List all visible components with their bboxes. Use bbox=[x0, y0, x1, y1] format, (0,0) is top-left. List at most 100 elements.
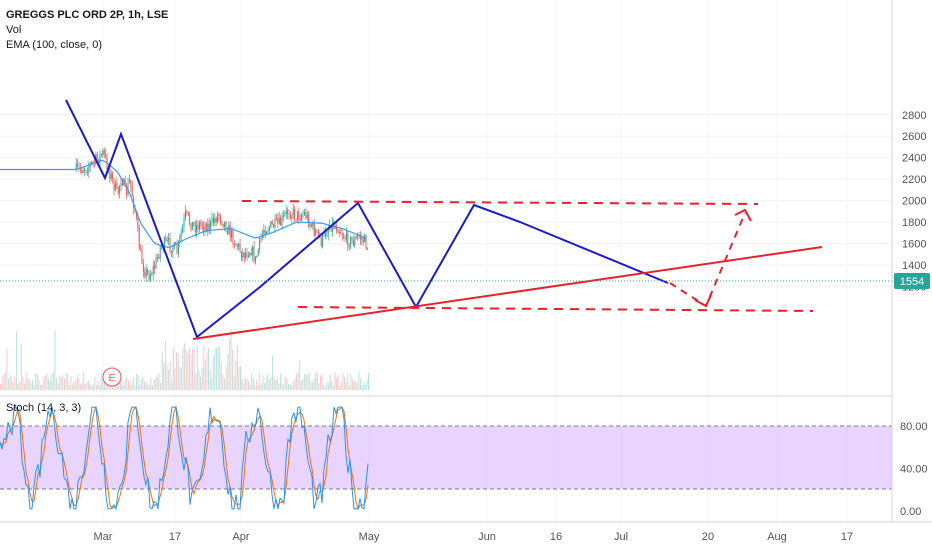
candle-body bbox=[280, 217, 282, 226]
volume-bar bbox=[230, 328, 232, 390]
volume-bar bbox=[329, 374, 331, 390]
volume-bar bbox=[123, 384, 125, 390]
time-axis[interactable]: Mar 17 Apr May Jun 16 Jul 20 Aug 17 bbox=[94, 531, 854, 543]
candle-body bbox=[198, 222, 200, 230]
candle-body bbox=[338, 232, 340, 234]
candle-body bbox=[168, 237, 170, 241]
volume-bar bbox=[350, 374, 352, 390]
candle-body bbox=[186, 210, 188, 213]
candle-body bbox=[151, 274, 153, 276]
volume-bar bbox=[36, 374, 38, 390]
volume-bar bbox=[67, 373, 69, 390]
volume-bar bbox=[236, 344, 238, 390]
candle-body bbox=[140, 249, 142, 251]
candle-body bbox=[155, 257, 157, 269]
candle-body bbox=[78, 165, 80, 168]
zigzag-pattern-line bbox=[65, 99, 669, 339]
volume-bar bbox=[28, 378, 30, 390]
symbol-title[interactable]: GREGGS PLC ORD 2P, 1h, LSE bbox=[6, 9, 169, 21]
price-tick-label: 2200 bbox=[902, 174, 926, 186]
volume-bar bbox=[17, 383, 19, 390]
candle-body bbox=[278, 217, 280, 224]
candle-body bbox=[274, 218, 276, 228]
volume-bars bbox=[0, 328, 370, 390]
volume-bar bbox=[124, 378, 126, 390]
volume-bar bbox=[331, 380, 333, 390]
volume-bar bbox=[340, 382, 342, 390]
candle-body bbox=[292, 208, 294, 216]
volume-bar bbox=[137, 375, 139, 390]
candle-body bbox=[270, 221, 272, 228]
candle-body bbox=[219, 215, 221, 222]
candle-body bbox=[239, 243, 241, 252]
volume-bar bbox=[8, 378, 10, 390]
volume-bar bbox=[11, 377, 13, 390]
candle-body bbox=[245, 252, 247, 258]
time-tick-label: Apr bbox=[232, 531, 249, 543]
stoch-axis[interactable]: 0.00 40.00 80.00 bbox=[900, 421, 928, 518]
candle-body bbox=[92, 161, 94, 163]
volume-bar bbox=[307, 373, 309, 390]
candle-body bbox=[148, 273, 150, 281]
volume-bar bbox=[81, 382, 83, 390]
candle-body bbox=[352, 240, 354, 247]
candle-body bbox=[344, 237, 346, 240]
candle-body bbox=[112, 173, 114, 179]
price-axis[interactable]: 120014001600180020002200240026002800 bbox=[902, 110, 926, 294]
volume-bar bbox=[166, 364, 168, 390]
candle-body bbox=[348, 246, 350, 248]
volume-bar bbox=[288, 384, 290, 390]
candle-body bbox=[285, 210, 287, 214]
candle-body bbox=[176, 245, 178, 254]
volume-bar bbox=[220, 363, 222, 390]
candle-body bbox=[117, 187, 119, 194]
candle-body bbox=[242, 252, 244, 258]
candle-body bbox=[355, 236, 357, 239]
price-tick-label: 1400 bbox=[902, 260, 926, 272]
volume-bar bbox=[200, 376, 202, 390]
time-tick-label: Jul bbox=[614, 531, 628, 543]
candle-body bbox=[179, 236, 181, 242]
candle-body bbox=[121, 182, 123, 185]
ema-legend[interactable]: EMA (100, close, 0) bbox=[6, 39, 102, 51]
volume-bar bbox=[320, 376, 322, 390]
vol-legend[interactable]: Vol bbox=[6, 24, 22, 36]
candle-body bbox=[326, 235, 328, 237]
candle-body bbox=[232, 230, 234, 245]
volume-bar bbox=[30, 383, 32, 390]
volume-bar bbox=[260, 383, 262, 390]
volume-bar bbox=[147, 383, 149, 390]
volume-bar bbox=[64, 378, 66, 390]
candle-body bbox=[208, 223, 210, 230]
volume-bar bbox=[43, 376, 45, 390]
volume-bar bbox=[6, 348, 8, 390]
candle-body bbox=[303, 211, 305, 215]
volume-bar bbox=[132, 376, 134, 390]
volume-bar bbox=[297, 373, 299, 390]
time-tick-label: 17 bbox=[841, 531, 853, 543]
volume-bar bbox=[224, 378, 226, 390]
candle-body bbox=[299, 219, 301, 221]
earnings-marker-circle[interactable] bbox=[102, 367, 122, 387]
earnings-marker-label: E bbox=[109, 373, 116, 384]
volume-bar bbox=[323, 385, 325, 390]
candle-body bbox=[256, 256, 258, 258]
candle-body bbox=[260, 237, 262, 239]
candle-body bbox=[288, 214, 290, 216]
rising-support-line bbox=[192, 246, 823, 340]
volume-bar bbox=[89, 382, 91, 390]
volume-bar bbox=[342, 373, 344, 390]
candle-body bbox=[75, 163, 77, 171]
candle-body bbox=[169, 237, 171, 251]
volume-bar bbox=[208, 347, 210, 390]
volume-bar bbox=[84, 383, 86, 390]
volume-bar bbox=[126, 376, 128, 390]
volume-bar bbox=[235, 360, 237, 390]
candle-body bbox=[187, 212, 189, 215]
volume-bar bbox=[326, 381, 328, 390]
price-tick-label: 2000 bbox=[902, 196, 926, 208]
support-dashed-line bbox=[297, 306, 814, 312]
candle-body bbox=[173, 242, 175, 249]
stoch-legend[interactable]: Stoch (14, 3, 3) bbox=[6, 402, 82, 414]
